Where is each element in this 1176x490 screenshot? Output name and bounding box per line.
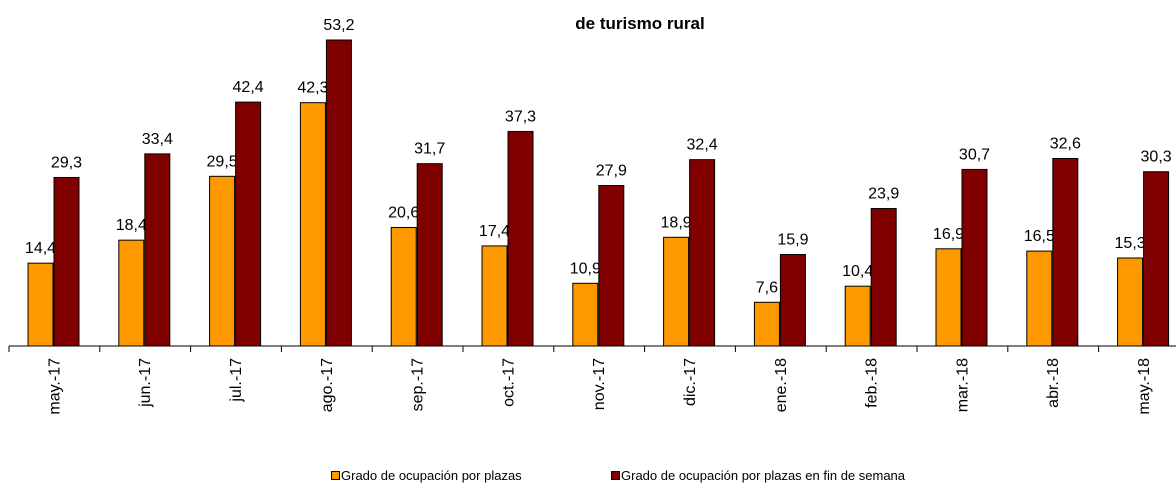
x-tick-label: oct.-17 bbox=[500, 358, 517, 407]
bar-fin-de-semana bbox=[144, 153, 171, 347]
data-label: 37,3 bbox=[505, 108, 536, 125]
bar-fin-de-semana bbox=[235, 101, 262, 347]
bar-plazas bbox=[209, 175, 236, 347]
bar-fin-de-semana bbox=[870, 208, 897, 347]
data-label: 10,4 bbox=[842, 263, 873, 280]
x-tick-label: jul.-17 bbox=[228, 358, 245, 403]
data-label: 16,5 bbox=[1024, 228, 1055, 245]
data-label: 53,2 bbox=[323, 17, 354, 34]
data-label: 14,4 bbox=[25, 240, 56, 257]
bar-plazas bbox=[481, 245, 508, 347]
x-axis: may.-17 jun.-17 jul.-17 ago.-17 sep.-17 oct.-… bbox=[8, 345, 1176, 415]
data-label: 30,3 bbox=[1141, 149, 1172, 166]
data-label: 18,4 bbox=[116, 217, 147, 234]
bar-plazas bbox=[27, 262, 54, 347]
data-label: 17,4 bbox=[479, 223, 510, 240]
bar-plazas bbox=[663, 236, 690, 347]
x-tick-label: ene.-18 bbox=[773, 358, 790, 412]
bar-fin-de-semana bbox=[598, 185, 625, 347]
bar-plazas bbox=[935, 248, 962, 347]
bar-fin-de-semana bbox=[779, 254, 806, 347]
x-tick-label: mar.-18 bbox=[954, 358, 971, 412]
data-label: 7,6 bbox=[756, 279, 778, 296]
bar-plazas bbox=[844, 285, 871, 347]
legend-swatch-fin-de-semana bbox=[611, 471, 620, 480]
bar-fin-de-semana bbox=[325, 39, 352, 347]
legend-label-fin-de-semana: Grado de ocupación por plazas en fin de … bbox=[621, 468, 906, 483]
bar-plazas bbox=[572, 282, 599, 347]
x-tick-label: may.-18 bbox=[1136, 358, 1153, 415]
bar-plazas bbox=[753, 301, 780, 347]
data-label: 29,3 bbox=[51, 154, 82, 171]
data-label: 29,5 bbox=[207, 153, 238, 170]
data-label: 32,6 bbox=[1050, 135, 1081, 152]
x-tick-label: jun.-17 bbox=[137, 358, 154, 408]
x-tick-label: ago.-17 bbox=[319, 358, 336, 412]
legend-swatch-plazas bbox=[331, 471, 340, 480]
bar-fin-de-semana bbox=[53, 176, 80, 347]
bar-plazas bbox=[1117, 257, 1144, 347]
data-label: 42,3 bbox=[297, 80, 328, 97]
bar-fin-de-semana bbox=[961, 168, 988, 347]
bar-fin-de-semana bbox=[507, 130, 534, 347]
x-tick-label: nov.-17 bbox=[591, 358, 608, 410]
data-label: 15,3 bbox=[1115, 235, 1146, 252]
data-label: 16,9 bbox=[933, 226, 964, 243]
legend: Grado de ocupación por plazas Grado de o… bbox=[0, 468, 1176, 490]
data-label: 30,7 bbox=[959, 146, 990, 163]
data-label: 32,4 bbox=[687, 137, 718, 154]
chart-title: de turismo rural bbox=[575, 14, 704, 33]
data-label: 20,6 bbox=[388, 205, 419, 222]
data-label: 15,9 bbox=[777, 232, 808, 249]
data-label: 31,7 bbox=[414, 141, 445, 158]
bar-plazas bbox=[1026, 250, 1053, 347]
x-tick-label: feb.-18 bbox=[864, 358, 881, 408]
bar-fin-de-semana bbox=[416, 163, 443, 347]
bar-fin-de-semana bbox=[1052, 157, 1079, 347]
legend-label-plazas: Grado de ocupación por plazas bbox=[341, 468, 522, 483]
x-tick-label: may.-17 bbox=[46, 358, 63, 415]
data-label: 42,4 bbox=[233, 79, 264, 96]
bar-plazas bbox=[299, 102, 326, 347]
bar-fin-de-semana bbox=[689, 159, 716, 347]
bar-plazas bbox=[118, 239, 145, 347]
data-label: 27,9 bbox=[596, 163, 627, 180]
legend-item-fin-de-semana: Grado de ocupación por plazas en fin de … bbox=[611, 468, 905, 483]
data-label: 33,4 bbox=[142, 131, 173, 148]
data-label: 18,9 bbox=[661, 214, 692, 231]
data-label: 23,9 bbox=[868, 186, 899, 203]
x-tick-label: dic.-17 bbox=[682, 358, 699, 406]
x-tick-label: sep.-17 bbox=[410, 358, 427, 411]
legend-item-plazas: Grado de ocupación por plazas bbox=[331, 468, 522, 483]
bars-group: 14,4 29,3 18,4 33,4 29,5 42,4 42,3 53,2 20,6 31,7… bbox=[25, 17, 1172, 347]
bar-plazas bbox=[390, 227, 417, 347]
x-tick-label: abr.-18 bbox=[1045, 358, 1062, 408]
bar-fin-de-semana bbox=[1143, 171, 1170, 347]
data-label: 10,9 bbox=[570, 260, 601, 277]
